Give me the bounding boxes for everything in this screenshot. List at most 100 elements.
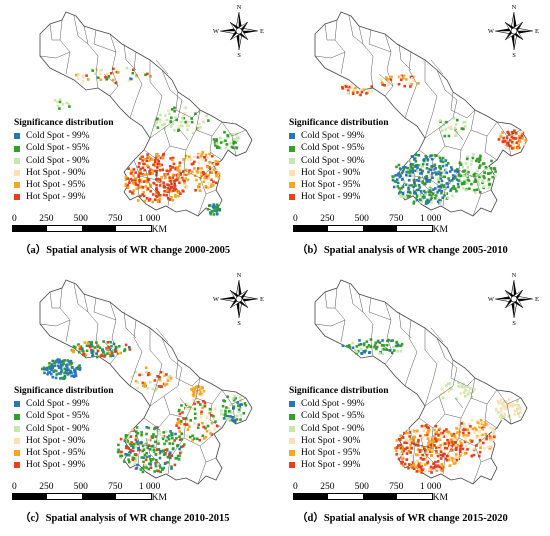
legend-swatch [14, 462, 20, 469]
legend-item: Hot Spot - 95% [289, 179, 389, 191]
county-border [454, 129, 464, 141]
province-map [314, 11, 528, 217]
scale-tick-label: 0 [12, 482, 17, 492]
legend: Significance distribution Cold Spot - 99%… [289, 117, 389, 203]
panel-a: N S E W Significance distribution Cold Spot … [0, 0, 275, 268]
legend-swatch [289, 425, 295, 432]
compass-label-w: W [213, 296, 220, 303]
county-border [163, 127, 197, 151]
county-border [83, 293, 99, 357]
county-border [458, 417, 490, 447]
panel-caption: （a）Spatial analysis of WR change 2000-20… [20, 245, 231, 256]
region-outline [314, 11, 528, 217]
panel-c: N S E W Significance distribution Cold Spot … [0, 268, 275, 536]
legend-swatch [289, 462, 295, 469]
scale-bar-segments [293, 225, 433, 232]
legend-label: Hot Spot - 95% [301, 180, 361, 191]
county-border [314, 51, 346, 59]
compass-label-s: S [237, 320, 241, 326]
county-border [49, 291, 60, 309]
legend-item: Hot Spot - 90% [14, 167, 114, 179]
legend-swatch [289, 437, 295, 444]
county-border [155, 427, 185, 459]
legend-item: Cold Spot - 90% [14, 155, 114, 167]
legend: Significance distribution Cold Spot - 99%… [14, 117, 114, 203]
scale-tick-label: 750 [108, 214, 123, 224]
legend-item: Hot Spot - 99% [14, 191, 114, 203]
hotspot-points [40, 340, 248, 474]
county-border [430, 327, 444, 343]
county-border [155, 59, 169, 75]
county-border [129, 319, 143, 387]
legend-swatch [14, 194, 20, 201]
legend-item: Cold Spot - 90% [14, 423, 114, 435]
province-map [39, 11, 253, 217]
county-border [438, 395, 472, 419]
legend-title: Significance distribution [14, 118, 114, 128]
scale-unit: KM [151, 225, 167, 235]
legend-label: Hot Spot - 95% [301, 448, 361, 459]
legend-label: Hot Spot - 99% [301, 192, 361, 203]
county-border [458, 149, 490, 179]
county-border [183, 417, 215, 447]
county-border [93, 297, 117, 321]
county-border [424, 69, 458, 139]
county-border [398, 311, 412, 339]
legend-label: Cold Spot - 90% [26, 423, 90, 434]
county-border [167, 457, 171, 475]
county-border [129, 51, 143, 119]
county-border [404, 319, 418, 387]
legend-swatch [14, 401, 20, 408]
county-border [334, 19, 346, 75]
scale-tick-label: 750 [108, 482, 123, 492]
scale-tick-label: 750 [389, 214, 404, 224]
county-border [109, 301, 119, 365]
legend-swatch [14, 450, 20, 457]
legend-item: Hot Spot - 99% [14, 459, 114, 471]
county-border [450, 359, 476, 387]
compass-label-s: S [512, 320, 516, 326]
legend-item: Hot Spot - 90% [289, 167, 389, 179]
county-border [430, 427, 460, 459]
legend-item: Cold Spot - 90% [289, 155, 389, 167]
legend-label: Hot Spot - 99% [26, 460, 86, 471]
scale-tick-label: 0 [293, 482, 298, 492]
legend-swatch [14, 133, 20, 140]
county-border [175, 359, 201, 387]
legend-label: Cold Spot - 99% [301, 399, 365, 410]
county-border [378, 341, 394, 355]
county-border [358, 25, 374, 89]
scale-tick-label: 250 [320, 482, 335, 492]
county-border [424, 60, 438, 139]
county-border [39, 51, 71, 59]
legend-swatch [289, 157, 295, 164]
legend-item: Cold Spot - 99% [14, 130, 114, 142]
county-border [231, 135, 237, 157]
legend-item: Cold Spot - 99% [289, 130, 389, 142]
legend-label: Hot Spot - 90% [301, 167, 361, 178]
scale-bar-segments [293, 493, 433, 500]
county-border [195, 377, 223, 405]
compass-label-s: S [237, 52, 241, 58]
legend: Significance distribution Cold Spot - 99%… [14, 385, 114, 471]
legend-item: Cold Spot - 90% [289, 423, 389, 435]
county-border [314, 319, 346, 327]
county-border [412, 443, 416, 465]
legend-label: Hot Spot - 95% [26, 448, 86, 459]
county-border [420, 437, 436, 465]
county-border [183, 149, 215, 179]
scale-tick-label: 500 [354, 482, 369, 492]
scale-bar: 0 250 500 750 1 000 KM [12, 482, 172, 503]
county-border [123, 311, 137, 339]
county-border [167, 189, 171, 207]
scale-tick-label: 1 000 [138, 482, 161, 492]
county-border [39, 319, 71, 327]
legend-item: Hot Spot - 95% [14, 179, 114, 191]
county-border [470, 109, 498, 137]
county-border [175, 91, 201, 119]
scale-bar: 0 250 500 750 1 000 KM [293, 482, 453, 503]
county-border [179, 397, 189, 409]
legend-item: Cold Spot - 95% [289, 142, 389, 154]
scale-tick-label: 500 [73, 214, 88, 224]
legend-swatch [14, 437, 20, 444]
